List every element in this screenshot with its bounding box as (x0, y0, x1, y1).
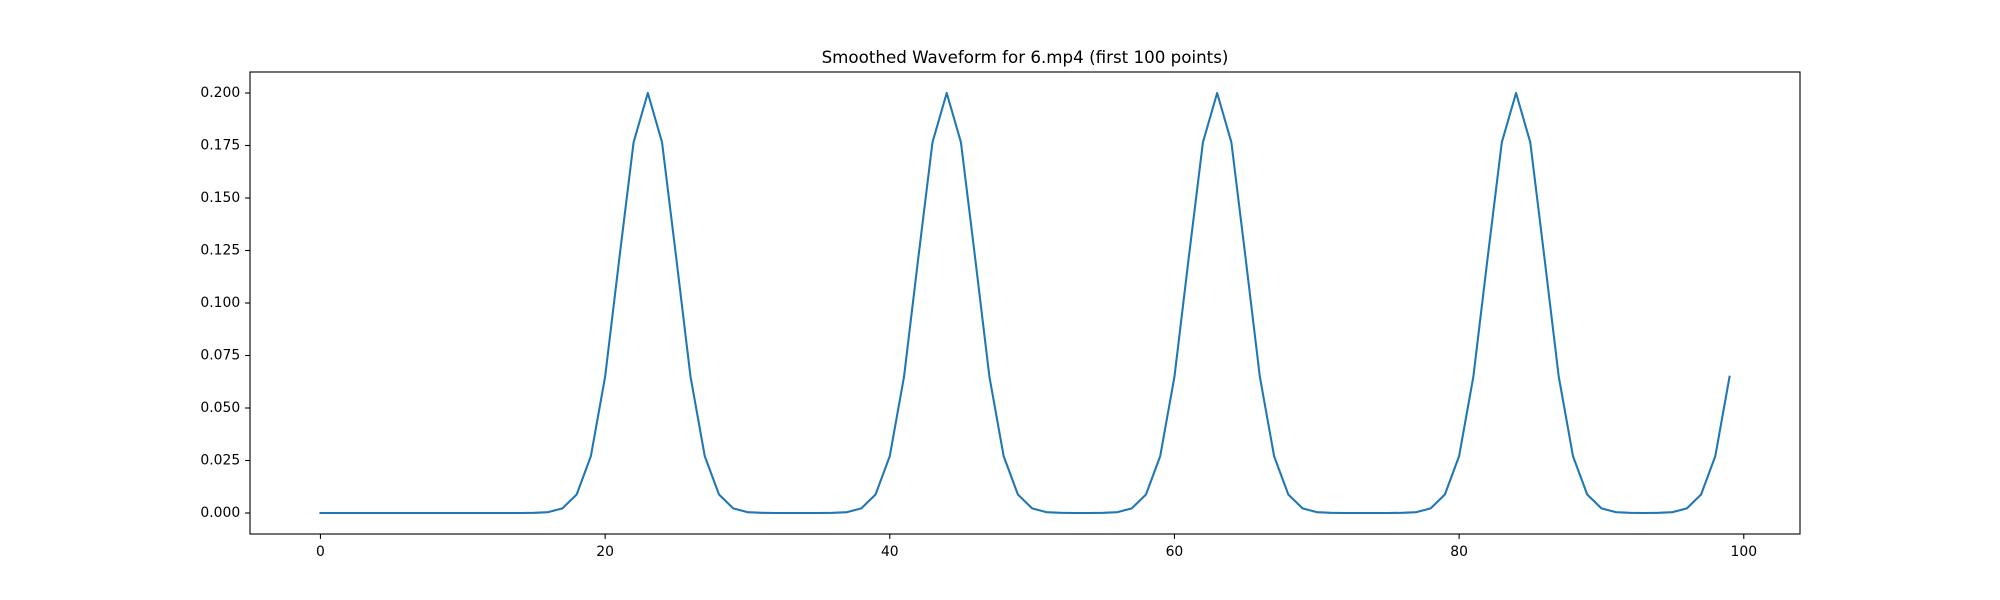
x-tick-label: 20 (596, 544, 614, 560)
y-tick-label: 0.025 (200, 453, 240, 469)
x-tick-label: 0 (316, 544, 325, 560)
chart-title: Smoothed Waveform for 6.mp4 (first 100 p… (822, 47, 1229, 67)
y-tick-label: 0.050 (200, 400, 240, 416)
x-tick-label: 40 (881, 544, 899, 560)
y-tick-label: 0.200 (200, 85, 240, 101)
y-tick-label: 0.100 (200, 295, 240, 311)
x-tick-label: 60 (1166, 544, 1184, 560)
y-tick-label: 0.075 (200, 348, 240, 364)
x-tick-label: 80 (1450, 544, 1468, 560)
y-tick-label: 0.125 (200, 243, 240, 259)
x-tick-label: 100 (1731, 544, 1758, 560)
line-series (319, 91, 1731, 515)
y-tick-label: 0.000 (200, 505, 240, 521)
y-tick-label: 0.175 (200, 138, 240, 154)
plot-frame (249, 71, 1801, 535)
y-tick-label: 0.150 (200, 190, 240, 206)
